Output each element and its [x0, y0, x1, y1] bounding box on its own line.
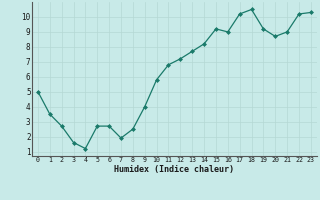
- X-axis label: Humidex (Indice chaleur): Humidex (Indice chaleur): [115, 165, 234, 174]
